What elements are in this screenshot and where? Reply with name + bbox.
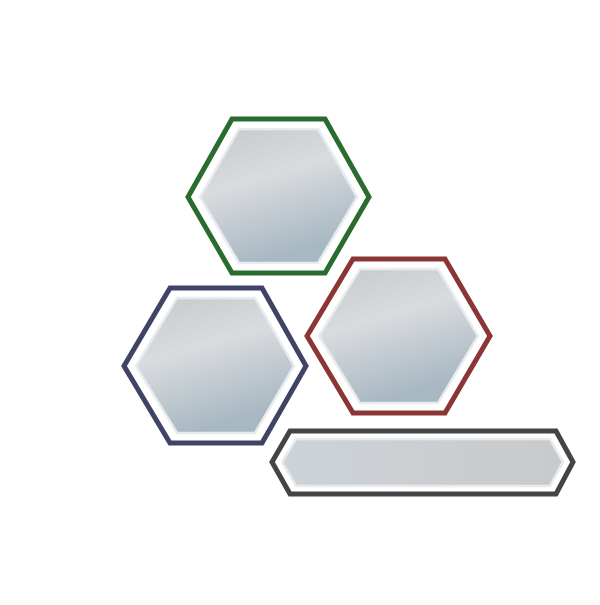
hexagon-right xyxy=(304,256,493,416)
hexagon-top xyxy=(185,116,372,276)
hexagon-right-fill xyxy=(317,267,480,405)
hexagon-left-fill xyxy=(134,296,296,435)
banner-bar-fill xyxy=(280,437,565,488)
banner-bar xyxy=(269,428,576,497)
hexagon-left xyxy=(121,285,309,446)
hexagon-top-fill xyxy=(198,127,359,265)
